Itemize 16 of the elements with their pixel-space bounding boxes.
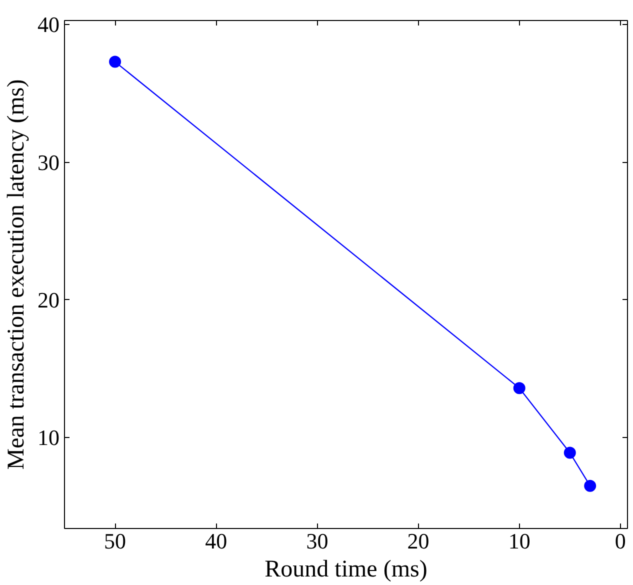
x-tick-label: 50: [104, 528, 126, 554]
point: [584, 480, 596, 492]
y-tick-label: 30: [38, 150, 60, 175]
x-tick-label: 20: [407, 528, 430, 554]
y-tick-label: 20: [38, 287, 60, 312]
x-tick-label: 10: [508, 528, 530, 554]
point: [513, 382, 526, 394]
y-tick-label: 10: [38, 425, 60, 450]
point: [109, 56, 122, 68]
x-axis-title: Round time (ms): [264, 556, 428, 582]
y-axis-title: Mean transaction execution latency (ms): [4, 79, 30, 470]
x-tick-label: 30: [306, 528, 328, 554]
x-tick-label: 40: [205, 528, 228, 554]
y-tick-label: 40: [38, 12, 60, 38]
x-tick-label: 0: [614, 528, 626, 554]
point: [564, 446, 576, 459]
